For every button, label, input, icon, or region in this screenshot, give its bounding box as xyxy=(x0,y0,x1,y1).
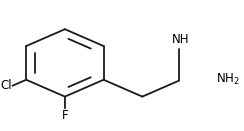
Text: F: F xyxy=(61,109,68,122)
Text: Cl: Cl xyxy=(0,79,12,92)
Text: NH$_2$: NH$_2$ xyxy=(216,72,240,87)
Text: NH: NH xyxy=(172,33,190,46)
